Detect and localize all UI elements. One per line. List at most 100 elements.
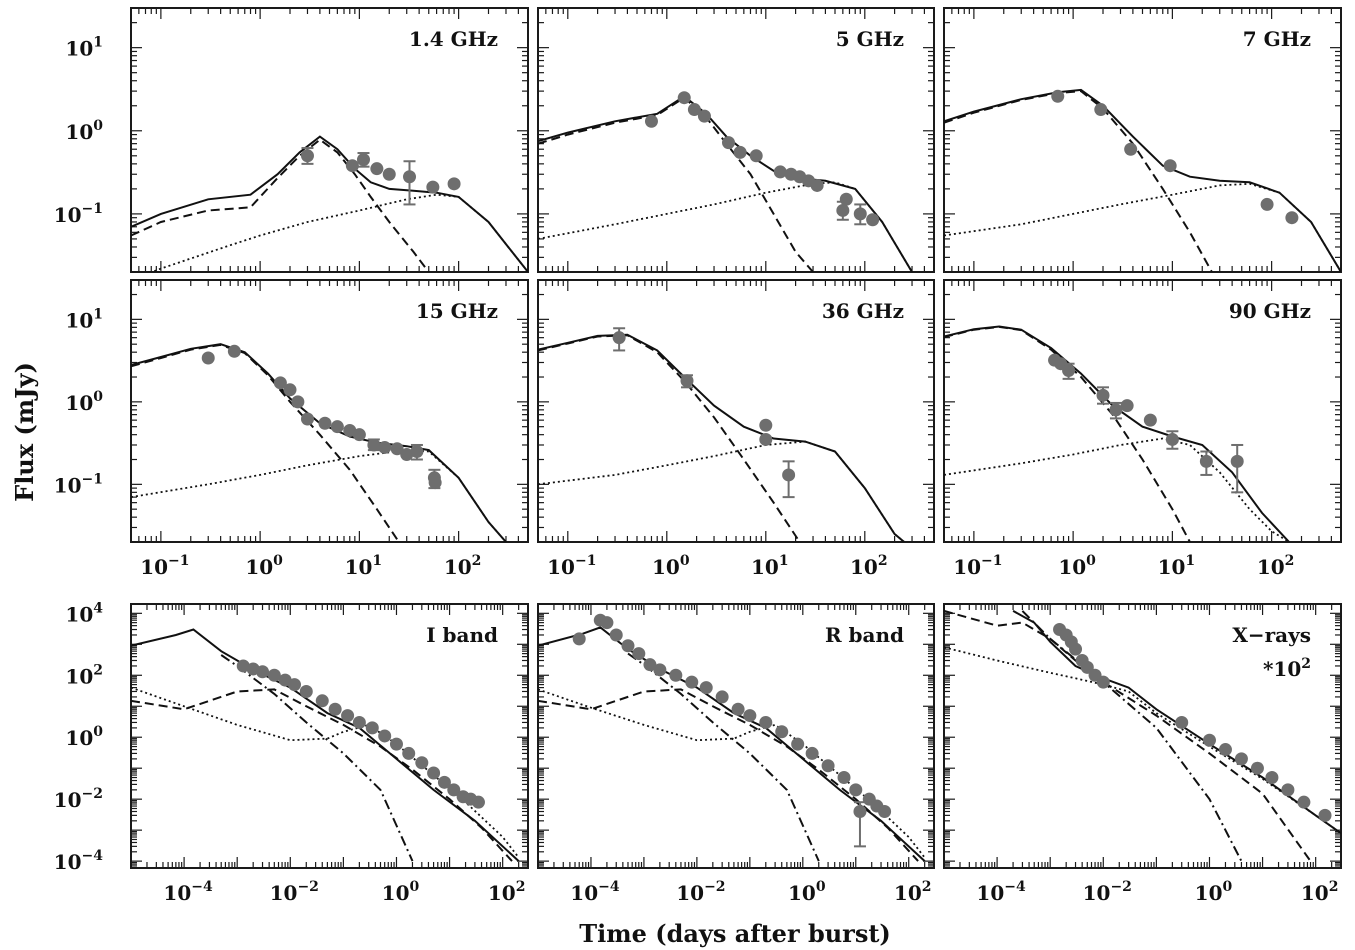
model-curve-dotted <box>131 449 507 542</box>
data-point <box>759 418 773 432</box>
data-point <box>733 145 747 159</box>
panel-i-band: I band 10−4 10−2 100 102 10−4 10−2 100 102 104 <box>54 600 529 905</box>
data-point <box>1260 197 1274 211</box>
panel-i-band-label: I band <box>426 623 498 647</box>
panel-36-ghz: 36 GHz 10−1 100 101 102 <box>537 279 935 579</box>
x-tick-label: 101 <box>751 553 789 579</box>
panel-7-ghz: 7 GHz <box>943 7 1342 273</box>
data-point <box>1202 733 1216 747</box>
panel-1-4-ghz-y-tick-labels: 10−1 100 101 <box>54 35 104 227</box>
data-point <box>653 663 667 677</box>
x-tick-label: 102 <box>488 879 526 905</box>
data-point <box>1265 771 1279 785</box>
data-point <box>328 702 342 716</box>
model-curve-dashed <box>944 90 1213 272</box>
data-point <box>1094 103 1108 117</box>
data-point <box>731 702 745 716</box>
panel-1-4-ghz: 1.4 GHz 10−1 100 101 <box>54 7 529 273</box>
panel-15-ghz: 15 GHz 10−1 100 101 102 10−1 100 101 <box>54 279 529 579</box>
data-point <box>609 628 623 642</box>
model-curve-dashed <box>944 609 1312 862</box>
model-curve-dashed <box>538 96 814 272</box>
x-tick-label: 100 <box>1058 553 1096 579</box>
x-tick-label: 102 <box>850 553 888 579</box>
model-curve-dotted <box>538 440 905 542</box>
model-curve-solid <box>131 343 507 542</box>
data-point <box>821 759 835 773</box>
data-point <box>447 177 461 191</box>
model-curve-dashdot <box>1021 610 1243 862</box>
model-curve-dashed <box>131 688 513 862</box>
panel-r-band: R band 10−4 10−2 100 102 <box>537 603 935 905</box>
data-point <box>685 675 699 689</box>
data-point <box>775 725 789 739</box>
panel-15-ghz-frame <box>130 279 529 543</box>
panel-x-rays-data-points <box>1053 623 1332 822</box>
data-point <box>365 721 379 735</box>
x-tick-label: 10−4 <box>976 879 1026 905</box>
panel-r-band-x-tick-labels: 10−4 10−2 100 102 <box>570 879 931 905</box>
model-curve-dotted <box>149 193 528 272</box>
x-tick-label: 101 <box>1158 553 1196 579</box>
data-point <box>1124 142 1138 156</box>
data-point <box>749 149 763 163</box>
data-point <box>810 178 824 192</box>
y-tick-label: 10−1 <box>54 201 103 227</box>
data-point <box>356 153 370 167</box>
panel-90-ghz-frame <box>943 279 1342 543</box>
data-point <box>428 476 442 490</box>
x-tick-label: 102 <box>444 553 482 579</box>
data-point <box>378 729 392 743</box>
data-point <box>1163 159 1177 173</box>
panel-1-4-ghz-frame <box>130 7 529 273</box>
panel-grid: 1.4 GHz 10−1 100 101 5 GHz 7 GHz 15 GHz 10−1 100… <box>54 7 1342 905</box>
panel-r-band-label: R band <box>825 623 904 647</box>
panel-15-ghz-x-tick-labels: 10−1 100 101 102 <box>140 553 481 579</box>
x-tick-label: 100 <box>382 879 420 905</box>
panel-7-ghz-model-curves <box>944 88 1341 272</box>
data-point <box>1281 783 1295 797</box>
x-tick-label: 100 <box>245 553 283 579</box>
data-point <box>1096 388 1110 402</box>
x-tick-label: 10−4 <box>570 879 620 905</box>
data-point <box>367 438 381 452</box>
model-curve-dashed <box>131 343 400 542</box>
panel-i-band-y-tick-labels: 10−4 10−2 100 102 104 <box>54 600 104 874</box>
model-curve-dotted <box>131 686 520 859</box>
model-curve-dotted <box>538 181 913 272</box>
panel-x-rays: X−rays *102 10−4 10−2 100 102 <box>943 603 1342 905</box>
model-curve-solid <box>538 626 926 862</box>
model-curve-dashed <box>944 325 1191 542</box>
data-point <box>370 162 384 176</box>
panel-15-ghz-model-curves <box>131 343 507 542</box>
panel-15-ghz-y-tick-labels: 10−1 100 101 <box>54 306 104 497</box>
data-point <box>1096 675 1110 689</box>
x-tick-label: 10−2 <box>270 879 319 905</box>
panel-7-ghz-data-points <box>1051 89 1299 225</box>
data-point <box>287 678 301 692</box>
panel-1-4-ghz-label: 1.4 GHz <box>409 27 498 51</box>
panel-15-ghz-label: 15 GHz <box>416 299 498 323</box>
data-point <box>644 114 658 128</box>
data-point <box>318 416 332 430</box>
data-point <box>837 771 851 785</box>
data-point <box>426 180 440 194</box>
data-point <box>273 376 287 390</box>
panel-90-ghz: 90 GHz 10−1 100 101 102 <box>943 279 1342 579</box>
panel-r-band-model-curves <box>538 626 926 862</box>
x-tick-label: 100 <box>652 553 690 579</box>
data-point <box>853 805 867 819</box>
data-point <box>805 746 819 760</box>
data-point <box>427 766 441 780</box>
panel-5-ghz-label: 5 GHz <box>836 27 904 51</box>
model-curve-dotted <box>944 182 1341 272</box>
data-point <box>389 737 403 751</box>
panel-r-band-frame <box>537 603 935 869</box>
data-point <box>352 428 366 442</box>
model-curve-solid <box>944 88 1341 272</box>
x-tick-label: 101 <box>345 553 383 579</box>
model-curve-solid <box>538 95 913 272</box>
data-point <box>759 432 773 446</box>
model-curve-solid <box>131 135 528 272</box>
data-point <box>236 659 250 673</box>
